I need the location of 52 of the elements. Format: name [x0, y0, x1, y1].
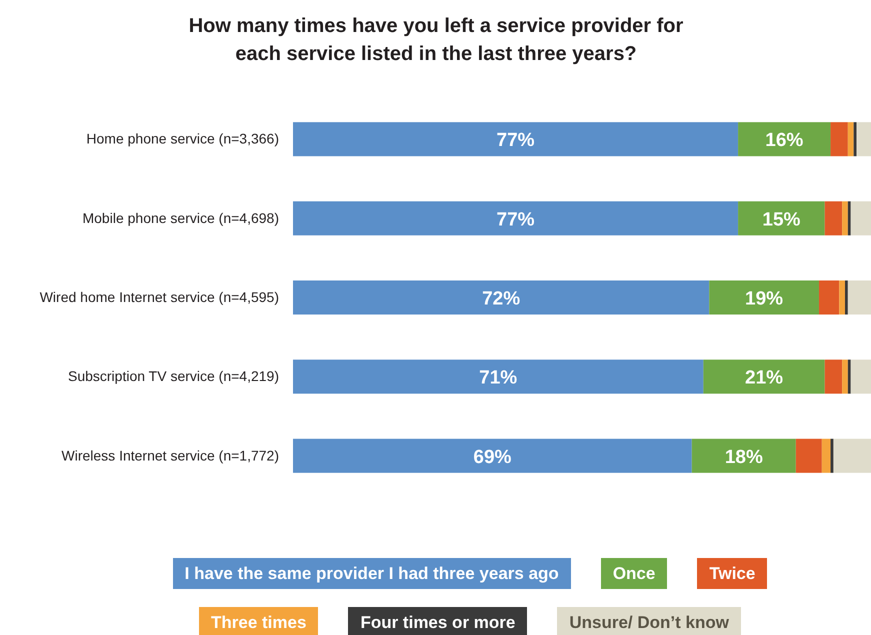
bar — [824, 360, 842, 394]
bar — [848, 201, 851, 236]
bar — [293, 438, 692, 473]
bar — [709, 280, 819, 315]
text: I have the same provider I had three years ago — [172, 558, 571, 589]
y-tick-label: Subscription TV service (n=4,219) — [68, 368, 279, 384]
bar — [833, 438, 871, 473]
chart-title: How many times have you left a service provider for each service listed in the last three years? — [188, 15, 684, 65]
data-label: 69% — [473, 446, 512, 468]
text: Once — [600, 558, 668, 589]
bar — [703, 360, 825, 394]
bar — [842, 360, 848, 394]
bar — [854, 122, 857, 156]
data-label: 21% — [745, 368, 784, 389]
bar — [796, 438, 822, 473]
bar — [830, 122, 848, 156]
data-label: 72% — [482, 288, 520, 310]
bar — [848, 360, 851, 394]
bar — [830, 438, 834, 473]
bar — [692, 438, 796, 473]
data-label: 71% — [479, 368, 518, 389]
bar — [848, 122, 854, 156]
bar — [850, 360, 871, 394]
text: Twice — [697, 558, 768, 589]
bar — [822, 438, 831, 473]
data-label: 77% — [496, 209, 535, 230]
data-label: 19% — [745, 288, 784, 310]
bar — [856, 122, 871, 156]
bar — [844, 280, 848, 315]
text: Unsure/ Don’t know — [557, 607, 741, 635]
data-label: 18% — [724, 446, 763, 468]
y-tick-label: Wired home Internet service (n=4,595) — [40, 288, 279, 305]
bar — [848, 280, 871, 315]
bar — [842, 201, 848, 236]
bar — [738, 122, 831, 156]
bar — [850, 201, 871, 236]
text: Four times or more — [348, 607, 528, 635]
bar — [293, 201, 738, 236]
bar — [824, 201, 842, 236]
bar — [293, 280, 710, 315]
y-tick-label: Home phone service (n=3,366) — [86, 130, 279, 147]
bar — [293, 360, 704, 394]
bar — [738, 201, 825, 236]
y-tick-label: Mobile phone service (n=4,698) — [82, 210, 279, 226]
data-label: 16% — [765, 130, 804, 152]
bar — [818, 280, 840, 315]
data-label: 15% — [762, 209, 801, 230]
bar — [839, 280, 845, 315]
data-label: 77% — [496, 130, 535, 152]
bar — [293, 122, 738, 156]
y-tick-label: Wireless Internet service (n=1,772) — [62, 447, 279, 464]
text: Three times — [199, 607, 318, 635]
